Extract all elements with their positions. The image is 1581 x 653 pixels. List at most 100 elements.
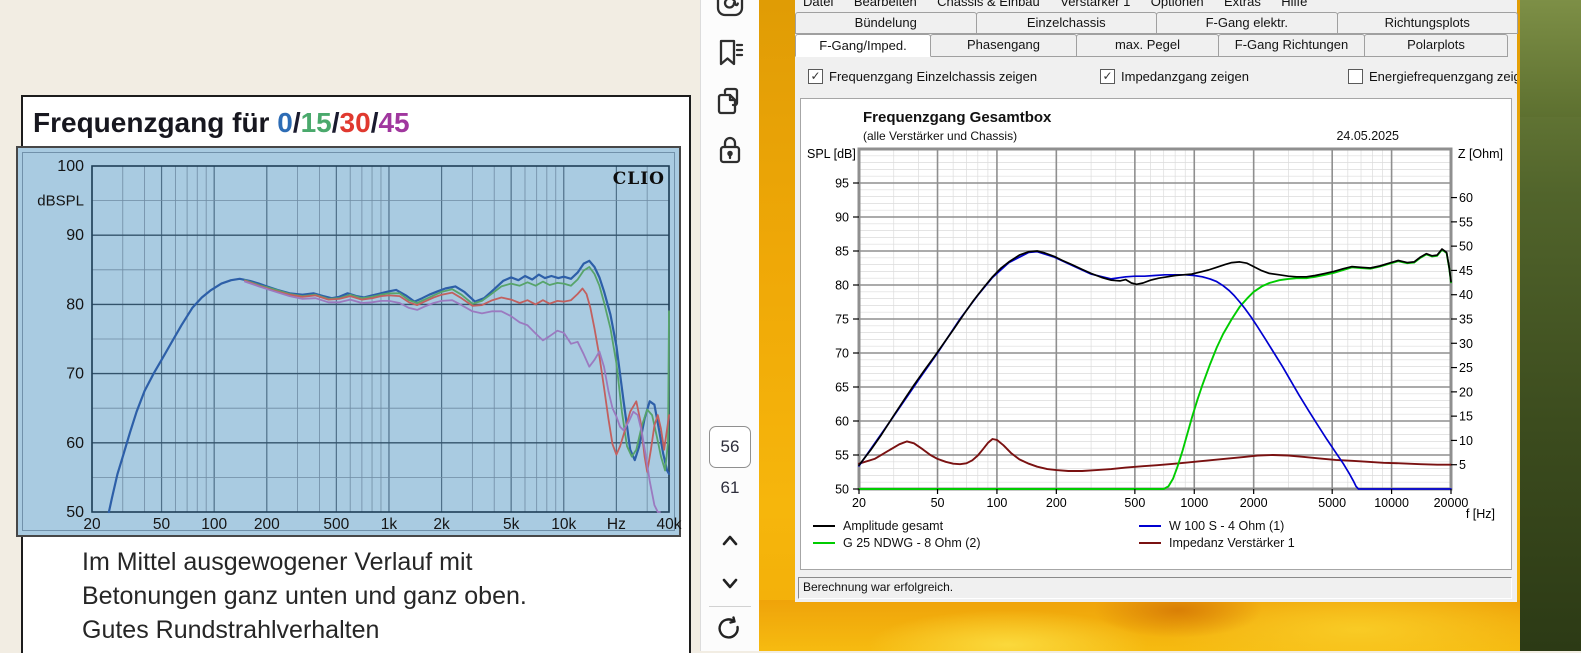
tab-max-pegel[interactable]: max. Pegel	[1076, 34, 1219, 57]
bookmark-icon[interactable]	[713, 36, 747, 70]
svg-text:500: 500	[1124, 496, 1145, 510]
desktop-wallpaper-green	[1520, 0, 1581, 651]
toolbar-divider	[709, 606, 751, 607]
legend-swatch-green	[813, 542, 835, 544]
frequency-axis-label: f [Hz]	[1465, 507, 1495, 521]
spl-axis-label: SPL [dB]	[807, 147, 856, 161]
menu-datei[interactable]: Datei	[803, 0, 834, 9]
boxsim-chart-canvas: 95 90 85 80 75 70 65 60 55 50 60 55 50 45 40 35 30 25 20 15…	[835, 147, 1473, 510]
annotation-text: Im Mittel ausgewogener Verlauf mit Beton…	[82, 545, 527, 647]
angle-0: 0	[277, 107, 293, 138]
svg-text:100: 100	[57, 158, 84, 175]
page-total-label: 61	[720, 478, 740, 497]
svg-text:40k: 40k	[657, 516, 682, 533]
svg-text:20: 20	[852, 496, 866, 510]
svg-text:200: 200	[1046, 496, 1067, 510]
chart-date: 24.05.2025	[1336, 129, 1399, 143]
legend-swatch-blue	[1139, 525, 1161, 527]
checkbox-frequenzgang-einzelchassis[interactable]: ✓ Frequenzgang Einzelchassis zeigen	[808, 69, 1037, 84]
document-viewer-panel: Frequenzgang für 0/15/30/45 Im Mittel au…	[0, 0, 700, 653]
svg-text:2k: 2k	[433, 516, 450, 533]
status-bar: Berechnung war erfolgreich.	[795, 574, 1517, 602]
svg-text:100: 100	[987, 496, 1008, 510]
svg-text:55: 55	[1459, 215, 1473, 229]
menu-chassis-einbau[interactable]: Chassis & Einbau	[937, 0, 1040, 9]
impedance-axis-label: Z [Ohm]	[1457, 147, 1503, 161]
legend-swatch-darkred	[1139, 542, 1161, 544]
svg-text:60: 60	[66, 435, 84, 452]
page-number-input[interactable]: 56	[709, 426, 751, 468]
svg-text:60: 60	[835, 415, 849, 429]
tab-einzelchassis[interactable]: Einzelchassis	[975, 12, 1157, 34]
svg-text:10k: 10k	[551, 516, 576, 533]
menu-bearbeiten[interactable]: Bearbeiten	[853, 0, 917, 9]
clio-measurement-chart: 100 90 80 70 60 50 dBSPL 20 50 100 200 500 1k 2k 5k 10k…	[16, 146, 682, 537]
checkbox-impedanzgang[interactable]: ✓ Impedanzgang zeigen	[1100, 69, 1249, 84]
svg-text:45: 45	[1459, 264, 1473, 278]
annotation-icon[interactable]	[713, 0, 747, 20]
svg-text:50: 50	[66, 504, 84, 521]
tab-row-1: Bündelung Einzelchassis F-Gang elektr. R…	[795, 12, 1518, 34]
frequency-response-chart-panel: 95 90 85 80 75 70 65 60 55 50 60 55 50 45 40 35 30 25 20 15…	[800, 98, 1512, 570]
svg-text:200: 200	[254, 516, 280, 533]
checkbox-row: ✓ Frequenzgang Einzelchassis zeigen ✓ Im…	[795, 66, 1517, 92]
svg-text:20: 20	[1459, 385, 1473, 399]
svg-text:50: 50	[835, 483, 849, 497]
legend-impedanz: Impedanz Verstärker 1	[1139, 536, 1295, 550]
svg-text:40: 40	[1459, 288, 1473, 302]
menu-extras[interactable]: Extras	[1224, 0, 1261, 9]
angle-45: 45	[378, 107, 410, 138]
chart-title: Frequenzgang Gesamtbox	[863, 109, 1052, 126]
svg-text:10: 10	[1459, 434, 1473, 448]
checkbox-mark[interactable]: ✓	[808, 69, 823, 84]
tab-richtungsplots[interactable]: Richtungsplots	[1336, 12, 1518, 34]
svg-text:90: 90	[835, 211, 849, 225]
svg-text:25: 25	[1459, 361, 1473, 375]
menu-optionen[interactable]: Optionen	[1150, 0, 1204, 9]
svg-text:80: 80	[66, 296, 84, 313]
checkbox-label: Frequenzgang Einzelchassis zeigen	[829, 69, 1038, 84]
svg-text:90: 90	[66, 227, 84, 244]
legend-g25ndwg: G 25 NDWG - 8 Ohm (2)	[813, 536, 981, 550]
pdf-sidebar-toolbar: 56 61	[700, 0, 759, 651]
svg-text:85: 85	[835, 245, 849, 259]
angle-15: 15	[300, 107, 332, 138]
svg-text:100: 100	[201, 516, 227, 533]
svg-text:65: 65	[835, 381, 849, 395]
svg-text:5k: 5k	[503, 516, 520, 533]
lock-icon[interactable]	[713, 133, 747, 167]
svg-text:55: 55	[835, 449, 849, 463]
slash: /	[370, 107, 379, 138]
legend-amplitude-gesamt: Amplitude gesamt	[813, 519, 943, 533]
svg-text:5: 5	[1459, 458, 1466, 472]
tab-fgang-richtungen[interactable]: F-Gang Richtungen	[1218, 34, 1365, 57]
refresh-icon[interactable]	[713, 614, 747, 648]
chevron-down-icon[interactable]	[713, 566, 747, 600]
clio-logo: CLIO	[612, 169, 665, 189]
slash: /	[331, 107, 340, 138]
angle-30: 30	[339, 107, 371, 138]
chevron-up-icon[interactable]	[713, 524, 747, 558]
menu-verstaerker[interactable]: Verstärker 1	[1060, 0, 1131, 9]
checkbox-mark[interactable]	[1348, 69, 1363, 84]
tab-buendelung[interactable]: Bündelung	[795, 12, 977, 34]
tab-fgang-elektr[interactable]: F-Gang elektr.	[1156, 12, 1338, 34]
svg-text:500: 500	[323, 516, 349, 533]
page-title: Frequenzgang für 0/15/30/45	[33, 107, 410, 139]
copy-pages-icon[interactable]	[713, 84, 747, 118]
status-message: Berechnung war erfolgreich.	[798, 577, 1512, 599]
note-line: Gutes Rundstrahlverhalten	[82, 616, 380, 644]
menu-hilfe[interactable]: Hilfe	[1281, 0, 1308, 9]
checkbox-label: Energiefrequenzgang zeigen	[1369, 69, 1517, 84]
checkbox-mark[interactable]: ✓	[1100, 69, 1115, 84]
svg-text:1k: 1k	[381, 516, 398, 533]
svg-text:35: 35	[1459, 313, 1473, 327]
svg-text:5000: 5000	[1318, 496, 1346, 510]
svg-text:70: 70	[835, 347, 849, 361]
tab-fgang-imped[interactable]: F-Gang/Imped.	[795, 34, 931, 57]
checkbox-label: Impedanzgang zeigen	[1121, 69, 1249, 84]
tab-phasengang[interactable]: Phasengang	[930, 34, 1077, 57]
tab-polarplots[interactable]: Polarplots	[1364, 34, 1508, 57]
checkbox-energiefrequenzgang[interactable]: Energiefrequenzgang zeigen	[1348, 69, 1517, 84]
